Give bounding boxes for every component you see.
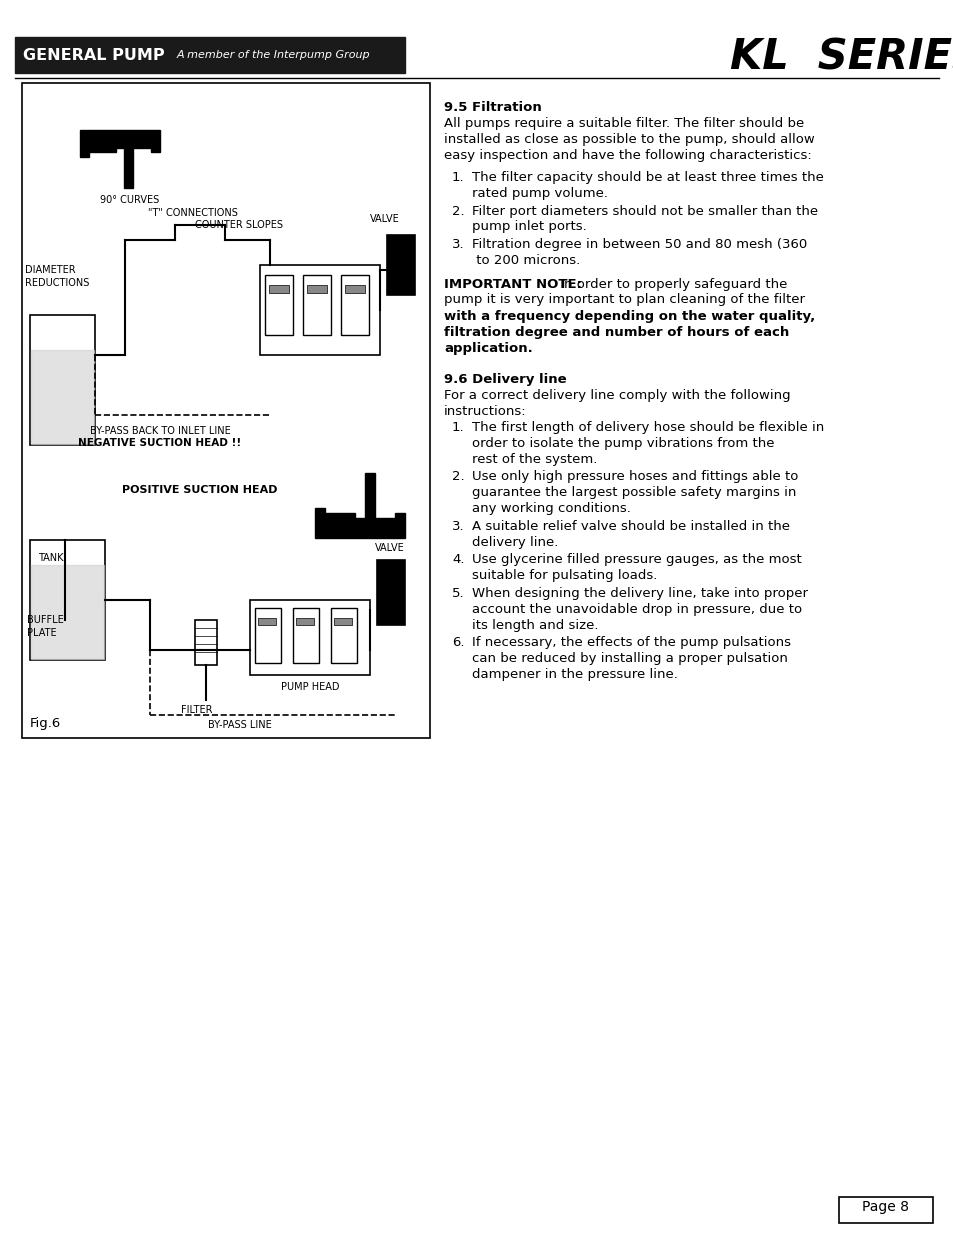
Text: COUNTER SLOPES: COUNTER SLOPES: [194, 220, 283, 230]
Text: rest of the system.: rest of the system.: [472, 452, 597, 466]
Text: POSITIVE SUCTION HEAD: POSITIVE SUCTION HEAD: [122, 485, 277, 495]
Bar: [15, 37, 405, 73]
Text: IMPORTANT NOTE:: IMPORTANT NOTE:: [443, 278, 581, 291]
Bar: [376, 559, 405, 625]
Text: 5.: 5.: [452, 587, 464, 600]
Text: "T" CONNECTIONS: "T" CONNECTIONS: [148, 207, 237, 219]
Text: TANK: TANK: [38, 553, 64, 563]
Bar: [387, 235, 415, 295]
Bar: [334, 618, 352, 625]
Text: GENERAL PUMP: GENERAL PUMP: [23, 47, 165, 63]
Bar: [254, 608, 281, 663]
Text: installed as close as possible to the pump, should allow: installed as close as possible to the pu…: [443, 133, 814, 146]
Text: 9.6 Delivery line: 9.6 Delivery line: [443, 373, 566, 387]
Bar: [265, 275, 293, 335]
Bar: [340, 275, 369, 335]
Text: The filter capacity should be at least three times the: The filter capacity should be at least t…: [472, 170, 823, 184]
Text: When designing the delivery line, take into proper: When designing the delivery line, take i…: [472, 587, 807, 600]
Bar: [194, 620, 216, 664]
Bar: [30, 315, 95, 445]
Bar: [295, 618, 314, 625]
Text: 9.5 Filtration: 9.5 Filtration: [443, 101, 541, 114]
Text: order to isolate the pump vibrations from the: order to isolate the pump vibrations fro…: [472, 437, 774, 450]
Text: For a correct delivery line comply with the following: For a correct delivery line comply with …: [443, 389, 790, 403]
Text: 90° CURVES: 90° CURVES: [100, 195, 159, 205]
Bar: [293, 608, 318, 663]
Polygon shape: [80, 131, 159, 157]
Text: A suitable relief valve should be installed in the: A suitable relief valve should be instal…: [472, 520, 789, 532]
Bar: [307, 285, 327, 293]
Text: 1.: 1.: [452, 170, 464, 184]
Text: Filter port diameters should not be smaller than the: Filter port diameters should not be smal…: [472, 205, 818, 217]
Text: Page 8: Page 8: [862, 1200, 908, 1214]
Text: any working conditions.: any working conditions.: [472, 501, 630, 515]
Text: filtration degree and number of hours of each: filtration degree and number of hours of…: [443, 326, 788, 338]
Bar: [22, 83, 430, 739]
Text: pump inlet ports.: pump inlet ports.: [472, 220, 586, 233]
Text: BY-PASS LINE: BY-PASS LINE: [208, 720, 272, 730]
Text: its length and size.: its length and size.: [472, 619, 598, 631]
Text: 4.: 4.: [452, 553, 464, 567]
Text: 3.: 3.: [452, 520, 464, 532]
Text: instructions:: instructions:: [443, 405, 526, 417]
Text: easy inspection and have the following characteristics:: easy inspection and have the following c…: [443, 148, 811, 162]
Text: 6.: 6.: [452, 636, 464, 650]
Text: DIAMETER
REDUCTIONS: DIAMETER REDUCTIONS: [25, 266, 90, 288]
Polygon shape: [124, 148, 133, 188]
Text: pump it is very important to plan cleaning of the filter: pump it is very important to plan cleani…: [443, 293, 804, 306]
Text: 3.: 3.: [452, 238, 464, 251]
Bar: [30, 540, 105, 659]
Text: KL  SERIES: KL SERIES: [729, 36, 953, 78]
Text: A member of the Interpump Group: A member of the Interpump Group: [177, 49, 370, 61]
Text: BUFFLE
PLATE: BUFFLE PLATE: [27, 615, 64, 638]
Text: In order to properly safeguard the: In order to properly safeguard the: [556, 278, 786, 291]
Text: PUMP HEAD: PUMP HEAD: [280, 682, 339, 692]
Text: to 200 microns.: to 200 microns.: [472, 254, 579, 267]
Text: suitable for pulsating loads.: suitable for pulsating loads.: [472, 569, 657, 582]
Text: All pumps require a suitable filter. The filter should be: All pumps require a suitable filter. The…: [443, 117, 803, 130]
Text: account the unavoidable drop in pressure, due to: account the unavoidable drop in pressure…: [472, 603, 801, 616]
Text: guarantee the largest possible safety margins in: guarantee the largest possible safety ma…: [472, 487, 796, 499]
Text: 1.: 1.: [452, 421, 464, 433]
Text: The first length of delivery hose should be flexible in: The first length of delivery hose should…: [472, 421, 823, 433]
Text: Use glycerine filled pressure gauges, as the most: Use glycerine filled pressure gauges, as…: [472, 553, 801, 567]
Text: with a frequency depending on the water quality,: with a frequency depending on the water …: [443, 310, 815, 324]
Text: dampener in the pressure line.: dampener in the pressure line.: [472, 668, 678, 680]
Text: BY-PASS BACK TO INLET LINE: BY-PASS BACK TO INLET LINE: [90, 426, 230, 436]
Polygon shape: [314, 508, 405, 538]
Text: 2.: 2.: [452, 205, 464, 217]
Text: Use only high pressure hoses and fittings able to: Use only high pressure hoses and fitting…: [472, 471, 798, 483]
Bar: [250, 600, 370, 676]
Text: VALVE: VALVE: [375, 543, 404, 553]
Text: 2.: 2.: [452, 471, 464, 483]
Text: Filtration degree in between 50 and 80 mesh (360: Filtration degree in between 50 and 80 m…: [472, 238, 806, 251]
Bar: [269, 285, 289, 293]
Text: can be reduced by installing a proper pulsation: can be reduced by installing a proper pu…: [472, 652, 787, 666]
Text: Fig.6: Fig.6: [30, 718, 61, 730]
Text: If necessary, the effects of the pump pulsations: If necessary, the effects of the pump pu…: [472, 636, 790, 650]
Text: NEGATIVE SUCTION HEAD !!: NEGATIVE SUCTION HEAD !!: [78, 438, 241, 448]
Text: delivery line.: delivery line.: [472, 536, 558, 548]
Text: rated pump volume.: rated pump volume.: [472, 186, 607, 200]
Polygon shape: [365, 473, 375, 517]
Text: application.: application.: [443, 342, 532, 354]
Text: VALVE: VALVE: [370, 214, 399, 224]
Bar: [345, 285, 365, 293]
Text: FILTER: FILTER: [181, 705, 213, 715]
Bar: [257, 618, 275, 625]
Bar: [303, 275, 331, 335]
Bar: [260, 266, 379, 354]
Bar: [331, 608, 356, 663]
Bar: [838, 1197, 932, 1223]
